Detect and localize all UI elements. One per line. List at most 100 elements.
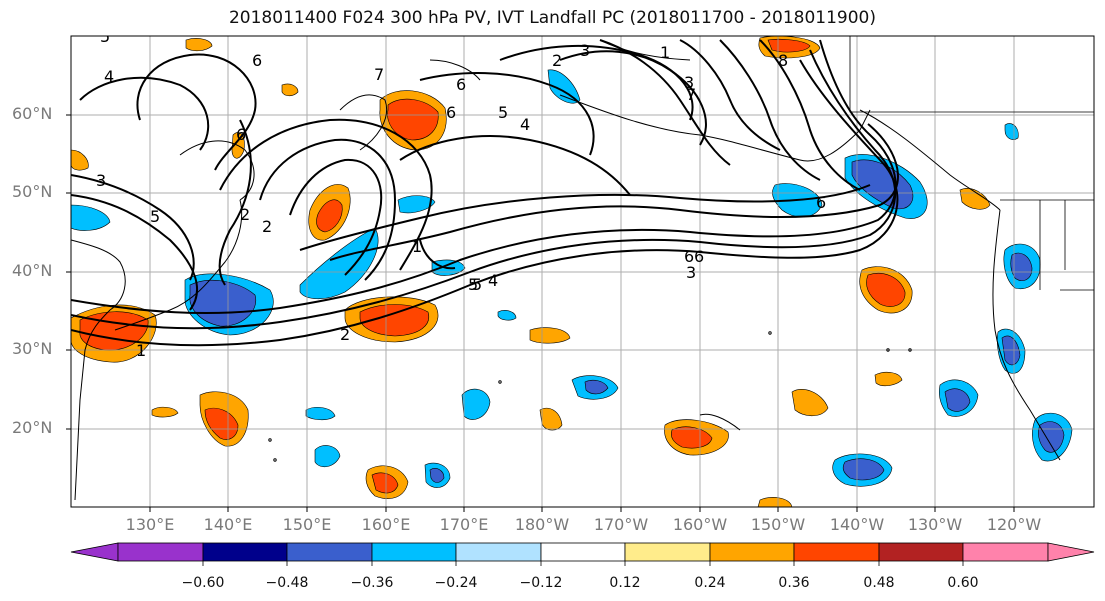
colorbar-label: 0.48 xyxy=(863,575,895,591)
lon-label-160e: 160°E xyxy=(361,515,411,534)
contour-label: 2 xyxy=(262,217,272,236)
anomaly-negative xyxy=(944,388,971,412)
lat-label-40n: 40°N xyxy=(12,261,53,280)
anomaly-negative xyxy=(547,69,581,104)
contour-label: 6 xyxy=(694,247,704,266)
colorbar-segment xyxy=(709,542,795,562)
contour-label: 2 xyxy=(340,325,350,344)
island-dot xyxy=(273,458,277,462)
colorbar-label: −0.12 xyxy=(519,575,563,591)
contour-label: 8 xyxy=(778,51,788,70)
contour-label: 4 xyxy=(520,115,530,134)
anomaly-negative xyxy=(842,458,885,481)
contour-label: 4 xyxy=(488,271,498,290)
lat-label-30n: 30°N xyxy=(12,339,53,358)
colorbar-label: 0.60 xyxy=(947,575,979,591)
lon-label-170w: 170°W xyxy=(593,515,649,534)
contour-label: 3 xyxy=(684,73,694,92)
contour-label: 7 xyxy=(374,65,384,84)
contour-label: 1 xyxy=(412,237,422,256)
ticks xyxy=(66,114,1015,512)
colorbar-label: −0.60 xyxy=(181,575,225,591)
lon-label-160w: 160°W xyxy=(672,515,728,534)
colorbar-segment xyxy=(286,542,373,562)
coast-usa xyxy=(992,209,1061,461)
colorbar-segment xyxy=(624,542,711,562)
lon-label-120w: 120°W xyxy=(986,515,1042,534)
colorbar-ticks xyxy=(202,561,964,566)
anomaly-negative xyxy=(584,379,609,395)
anomaly-negative xyxy=(71,204,111,231)
lon-label-150w: 150°W xyxy=(750,515,806,534)
anomaly-positive xyxy=(371,472,399,494)
anomaly-negative xyxy=(1004,123,1019,140)
contour-label: 6 xyxy=(236,125,246,144)
coast-kamchatka xyxy=(339,94,387,151)
anomaly-positive xyxy=(281,83,299,97)
anomaly-positive xyxy=(791,388,829,417)
anomaly-negative xyxy=(497,310,517,321)
island-dot xyxy=(908,348,912,352)
colorbar-segment xyxy=(540,542,626,562)
anomaly-positive xyxy=(204,407,239,440)
contour-label: 3 xyxy=(580,41,590,60)
colorbar xyxy=(70,542,1095,566)
anomaly-negative xyxy=(314,445,341,468)
contour-label: 5 xyxy=(472,275,482,294)
island-dot xyxy=(268,438,272,442)
colorbar-label: −0.48 xyxy=(265,575,309,591)
contour-label: 6 xyxy=(252,51,262,70)
anomaly-negative xyxy=(1010,252,1033,281)
anomaly-positive xyxy=(185,38,213,52)
coast-sakhalin xyxy=(429,59,481,81)
lon-label-130e: 130°E xyxy=(125,515,175,534)
anomaly-positive xyxy=(539,407,563,431)
contour-label: 6 xyxy=(816,193,826,212)
island-dot xyxy=(886,348,890,352)
contour-labels: 5 4 3 5 6 2 6 7 6 6 5 5 4 2 3 3 7 2 6 1 … xyxy=(96,27,826,360)
contour-label: 6 xyxy=(456,75,466,94)
lon-label-140e: 140°E xyxy=(203,515,253,534)
lon-label-130w: 130°W xyxy=(907,515,963,534)
contour-label: 5 xyxy=(468,275,478,294)
colorbar-label: 0.12 xyxy=(609,575,641,591)
colorbar-label: −0.36 xyxy=(350,575,394,591)
anomaly-positive xyxy=(866,272,906,307)
colorbar-extend-left xyxy=(70,542,119,562)
contour-label: 3 xyxy=(96,171,106,190)
coast-bc xyxy=(859,109,1001,211)
colorbar-segment xyxy=(878,542,964,562)
border-states xyxy=(1039,200,1094,291)
contour-label: 5 xyxy=(100,27,110,46)
colorbar-segment xyxy=(455,542,542,562)
coast-japan xyxy=(114,199,243,331)
contour-label: 7 xyxy=(686,85,696,104)
contour-label: 5 xyxy=(498,103,508,122)
colorbar-segment xyxy=(793,542,880,562)
contour-label: 3 xyxy=(686,263,696,282)
lon-label-150e: 150°E xyxy=(282,515,332,534)
lat-label-50n: 50°N xyxy=(12,182,53,201)
lon-label-170e: 170°E xyxy=(439,515,489,534)
islands xyxy=(268,331,912,462)
anomaly-positive xyxy=(757,497,793,507)
colorbar-extend-right xyxy=(1047,542,1095,562)
map-title: 2018011400 F024 300 hPa PV, IVT Landfall… xyxy=(228,8,876,28)
anomaly-negative xyxy=(397,195,436,214)
anomaly-positive xyxy=(359,304,430,337)
pv-contours xyxy=(71,39,899,347)
contour-label: 4 xyxy=(104,67,114,86)
contour-label: 1 xyxy=(136,341,146,360)
lon-label-140w: 140°W xyxy=(829,515,885,534)
anomaly-positive xyxy=(874,371,903,387)
contour-label: 1 xyxy=(660,43,670,62)
anomaly-positive xyxy=(387,98,439,141)
anomaly-negative xyxy=(461,388,491,420)
anomaly-positive xyxy=(151,406,179,418)
island-dot xyxy=(768,331,772,335)
anomaly-positive xyxy=(529,327,571,344)
island-dot xyxy=(498,380,502,384)
colorbar-segment xyxy=(117,542,204,562)
colorbar-label: 0.36 xyxy=(778,575,810,591)
